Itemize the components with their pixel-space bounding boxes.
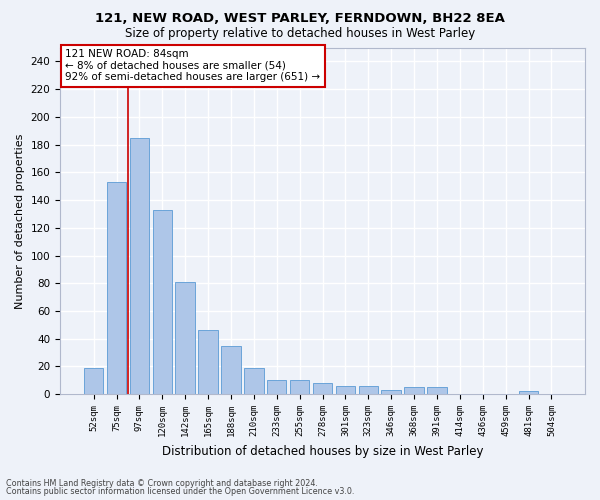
Bar bbox=[335, 386, 355, 394]
Bar bbox=[290, 380, 310, 394]
Bar bbox=[199, 330, 218, 394]
Bar bbox=[175, 282, 195, 394]
Bar bbox=[404, 388, 424, 394]
Bar bbox=[152, 210, 172, 394]
Text: Size of property relative to detached houses in West Parley: Size of property relative to detached ho… bbox=[125, 28, 475, 40]
Bar bbox=[519, 392, 538, 394]
Bar bbox=[427, 388, 446, 394]
Bar bbox=[130, 138, 149, 394]
Bar bbox=[221, 346, 241, 394]
Bar bbox=[107, 182, 126, 394]
Text: 121 NEW ROAD: 84sqm
← 8% of detached houses are smaller (54)
92% of semi-detache: 121 NEW ROAD: 84sqm ← 8% of detached hou… bbox=[65, 49, 320, 82]
Y-axis label: Number of detached properties: Number of detached properties bbox=[15, 133, 25, 308]
Bar bbox=[359, 386, 378, 394]
Text: Contains public sector information licensed under the Open Government Licence v3: Contains public sector information licen… bbox=[6, 487, 355, 496]
Text: 121, NEW ROAD, WEST PARLEY, FERNDOWN, BH22 8EA: 121, NEW ROAD, WEST PARLEY, FERNDOWN, BH… bbox=[95, 12, 505, 26]
Bar bbox=[382, 390, 401, 394]
Bar bbox=[267, 380, 286, 394]
Bar bbox=[244, 368, 263, 394]
Bar bbox=[313, 383, 332, 394]
Bar bbox=[84, 368, 103, 394]
Text: Contains HM Land Registry data © Crown copyright and database right 2024.: Contains HM Land Registry data © Crown c… bbox=[6, 478, 318, 488]
X-axis label: Distribution of detached houses by size in West Parley: Distribution of detached houses by size … bbox=[162, 444, 483, 458]
